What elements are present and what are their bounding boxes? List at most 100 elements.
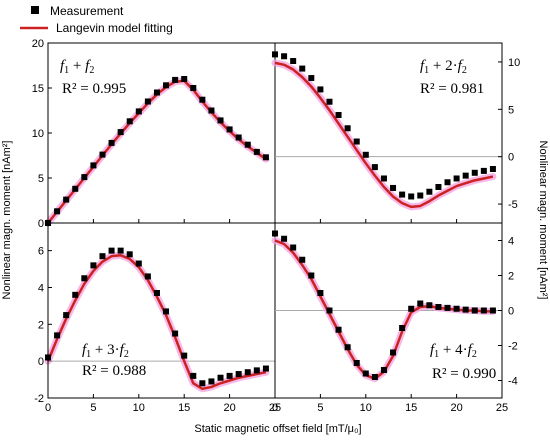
measurement-point bbox=[72, 185, 79, 192]
measurement-point bbox=[63, 196, 70, 203]
measurement-point bbox=[163, 82, 170, 89]
measurement-point bbox=[480, 307, 487, 314]
measurement-point bbox=[317, 290, 324, 296]
measurement-point bbox=[272, 230, 278, 237]
y-tick-label: 6 bbox=[38, 246, 44, 258]
measurement-point bbox=[362, 151, 369, 158]
measurement-point bbox=[390, 349, 397, 356]
x-tick-label: 20 bbox=[450, 402, 462, 414]
measurement-point bbox=[326, 98, 333, 105]
fit-glow bbox=[44, 77, 270, 227]
measurement-point bbox=[235, 134, 242, 141]
measurement-point bbox=[326, 307, 333, 314]
measurement-point bbox=[308, 75, 315, 82]
measurement-point bbox=[99, 253, 106, 260]
measurement-point bbox=[144, 98, 151, 105]
y-tick-label: -2 bbox=[508, 341, 518, 353]
measurement-point bbox=[99, 151, 106, 158]
measurement-point bbox=[426, 302, 433, 309]
measurement-point bbox=[108, 139, 115, 146]
measurement-point bbox=[135, 260, 142, 267]
measurement-point bbox=[253, 148, 260, 155]
y-tick-label: 4 bbox=[38, 282, 44, 294]
panel-r2: R² = 0.990 bbox=[432, 366, 496, 382]
y-tick-label: 5 bbox=[38, 173, 44, 185]
measurement-point bbox=[262, 154, 269, 161]
measurement-point bbox=[435, 184, 442, 190]
measurement-point bbox=[226, 372, 233, 379]
measurement-point bbox=[172, 76, 179, 83]
measurement-point bbox=[399, 325, 406, 331]
x-tick-label: 15 bbox=[405, 402, 417, 414]
measurement-point bbox=[435, 304, 442, 310]
fit-line-bottom-right bbox=[274, 239, 493, 380]
measurement-point bbox=[299, 256, 306, 263]
measurement-point bbox=[163, 308, 170, 315]
measurement-point bbox=[108, 247, 115, 254]
y-tick-label: -2 bbox=[34, 393, 44, 405]
measurement-point bbox=[126, 251, 133, 258]
y-tick-label: 10 bbox=[32, 128, 44, 140]
y-tick-label: 2 bbox=[38, 319, 44, 331]
measurement-point bbox=[72, 291, 79, 298]
measurement-point bbox=[153, 89, 160, 96]
measurement-point bbox=[335, 326, 342, 333]
measurement-point bbox=[353, 360, 360, 366]
measurement-point bbox=[144, 273, 151, 280]
measurement-point bbox=[335, 112, 342, 118]
measurement-point bbox=[208, 378, 215, 385]
measurement-point bbox=[244, 141, 251, 148]
measurement-point bbox=[181, 76, 188, 82]
x-tick-label: 10 bbox=[360, 402, 372, 414]
measurement-point bbox=[453, 305, 460, 312]
panel-formula: f1 + 3·f2 bbox=[82, 342, 129, 360]
panel-formula: f1 + 4·f2 bbox=[430, 342, 477, 360]
measurement-point bbox=[199, 96, 206, 103]
panel-r2: R² = 0.995 bbox=[62, 81, 126, 97]
measurement-point bbox=[253, 367, 260, 374]
measurement-point bbox=[281, 235, 288, 242]
panel-bottom-right: -4 -2 0 2 4 0 5 10 15 20 25 f1 + 4·f2 R² = 0.990 bbox=[271, 222, 518, 414]
measurement-point bbox=[362, 370, 369, 377]
x-tick-label: 25 bbox=[496, 402, 508, 414]
measurement-point bbox=[235, 371, 242, 378]
y-tick-label: 0 bbox=[508, 306, 514, 318]
measurement-point bbox=[217, 374, 224, 381]
measurement-point bbox=[117, 247, 124, 254]
measurement-point bbox=[417, 300, 424, 307]
y-tick-label: 0 bbox=[508, 152, 514, 164]
measurement-point bbox=[262, 365, 269, 372]
measurement-point bbox=[471, 169, 478, 176]
measurement-point bbox=[90, 162, 97, 169]
measurement-point bbox=[380, 367, 387, 373]
panel-formula: f1 + 2·f2 bbox=[420, 58, 467, 76]
legend-measurement-marker bbox=[31, 6, 39, 14]
measurement-point bbox=[344, 125, 351, 132]
x-tick-label: 0 bbox=[45, 402, 51, 414]
y-tick-label: -4 bbox=[508, 376, 518, 388]
y-tick-label: 5 bbox=[508, 104, 514, 116]
measurement-point bbox=[117, 129, 124, 136]
measurement-point bbox=[344, 344, 351, 351]
measurement-point bbox=[380, 175, 387, 182]
x-tick-label: 0 bbox=[272, 402, 278, 414]
measurement-point bbox=[489, 307, 496, 314]
measurement-point bbox=[317, 86, 324, 93]
measurement-point bbox=[426, 188, 433, 195]
measurement-point bbox=[172, 330, 179, 337]
legend-measurement-label: Measurement bbox=[50, 4, 124, 18]
y-tick-label: 2 bbox=[508, 271, 514, 283]
measurement-point bbox=[444, 179, 451, 186]
x-tick-label: 10 bbox=[133, 402, 145, 414]
measurement-point bbox=[489, 166, 496, 172]
measurement-point bbox=[444, 304, 451, 311]
y-tick-label: 15 bbox=[32, 83, 44, 95]
measurement-point bbox=[308, 272, 315, 279]
measurement-point bbox=[462, 172, 469, 179]
measurement-point bbox=[272, 51, 278, 58]
x-tick-label: 25 bbox=[269, 402, 281, 414]
measurement-point bbox=[290, 244, 297, 251]
measurement-point bbox=[81, 275, 88, 282]
y-tick-label: -5 bbox=[508, 199, 518, 211]
